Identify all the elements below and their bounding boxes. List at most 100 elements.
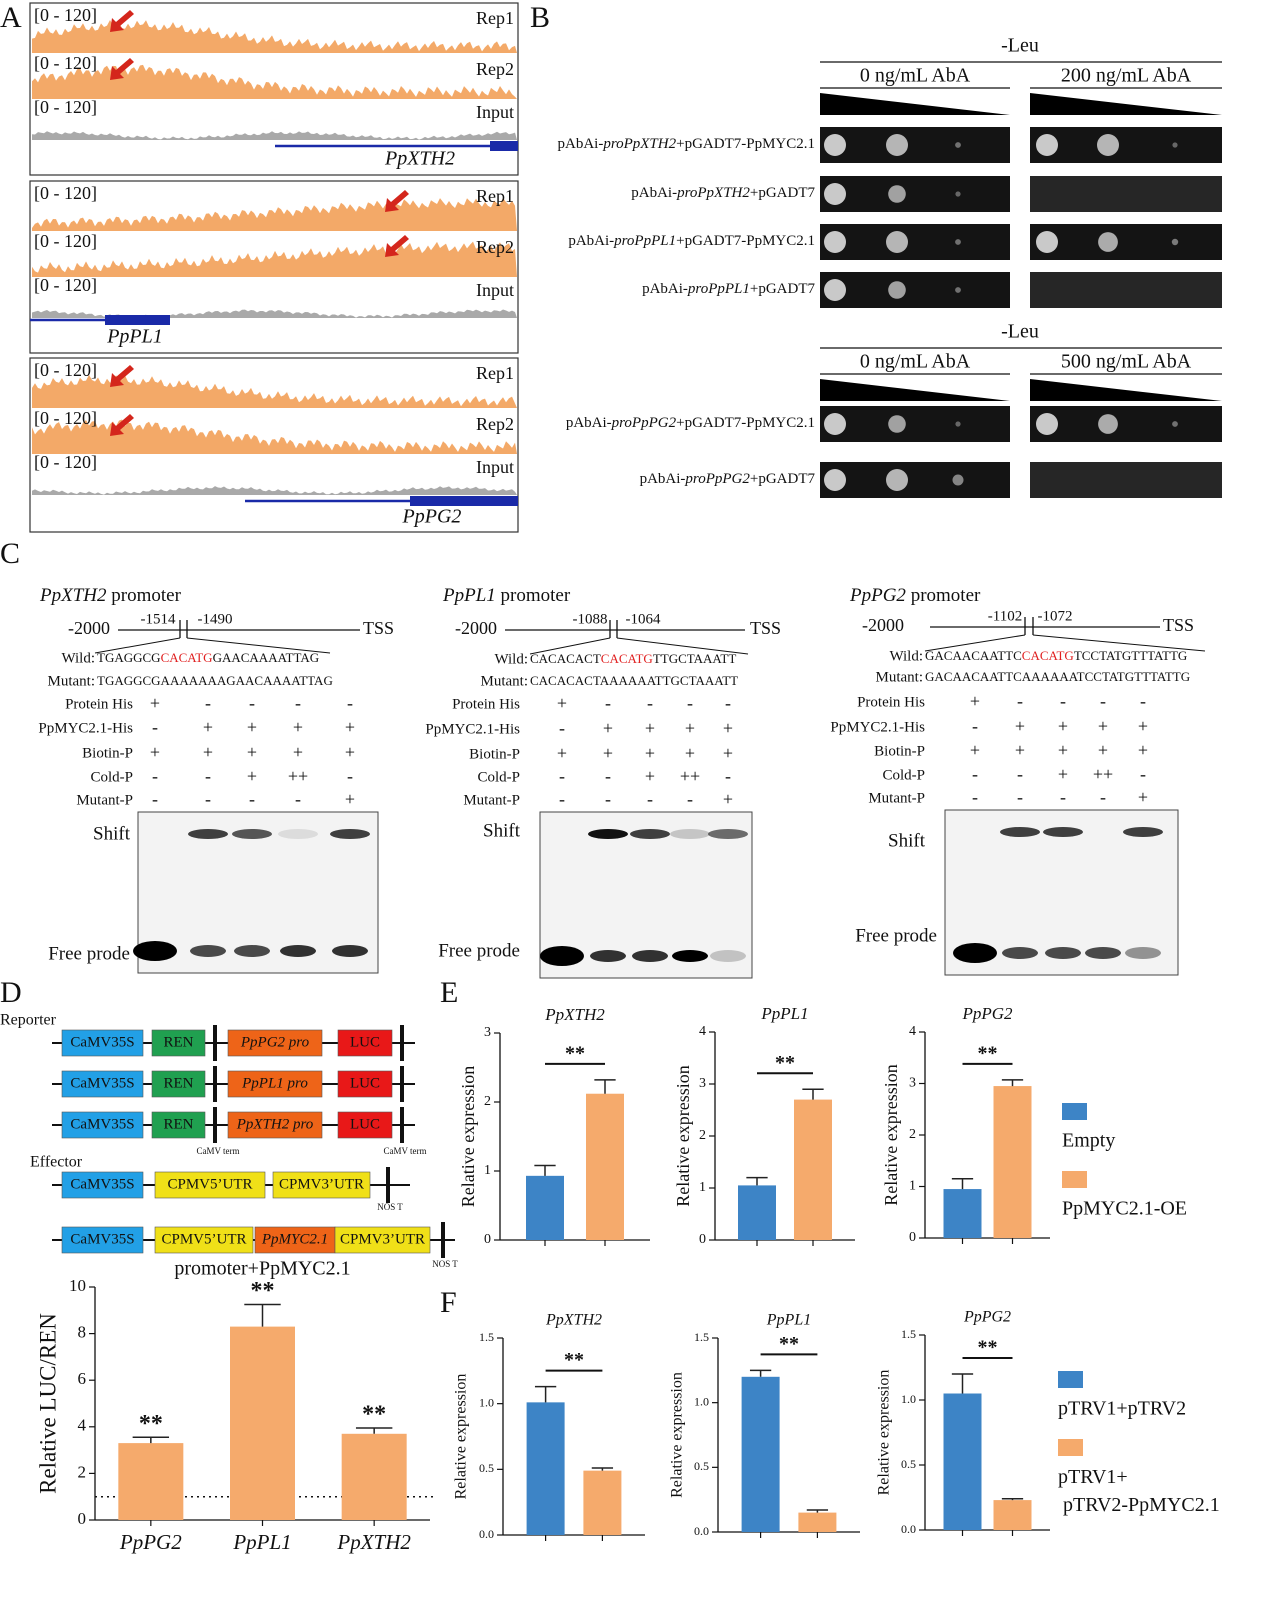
peak-arrow — [385, 235, 409, 257]
wild-label: Wild: — [61, 650, 95, 666]
peak-arrow — [110, 58, 134, 80]
terminator — [441, 1222, 445, 1258]
lane-condition: PpMYC2.1-His — [830, 719, 925, 735]
strain-part: pAbAi- — [640, 471, 686, 487]
free-band — [710, 950, 746, 962]
effector-label: Effector — [30, 1154, 83, 1171]
terminator-label: NOS T — [377, 1202, 403, 1212]
construct-part — [227, 1111, 323, 1139]
lane-mark: - — [1017, 691, 1023, 711]
position: -1102 — [988, 608, 1022, 624]
gene-name: PpPG2 — [849, 585, 906, 606]
lane-mark: + — [1098, 740, 1108, 760]
error-bar — [951, 1178, 974, 1190]
yeast-spot — [886, 231, 908, 253]
strain-label: pAbAi-proPpPG2+pGADT7 — [640, 471, 816, 487]
bar — [741, 1376, 780, 1532]
lane-mark: + — [603, 718, 613, 738]
y-tick-label: 0.0 — [694, 1524, 709, 1538]
lane-mark: ++ — [1093, 764, 1113, 784]
legend-swatch — [1062, 1103, 1087, 1120]
lane-mark: - — [152, 789, 158, 809]
terminator — [213, 1066, 217, 1102]
construct-text: PpXTH2 pro — [236, 1116, 314, 1132]
gene-name: PpPL1 — [106, 326, 163, 348]
peak-arrow — [385, 190, 409, 212]
lane-mark: + — [293, 717, 303, 737]
y-tick-label: 1.5 — [694, 1330, 709, 1344]
free-band — [1085, 947, 1121, 959]
strain-part: pAbAi- — [642, 281, 688, 297]
lane-mark: - — [205, 766, 211, 786]
yeast-plate — [1030, 224, 1222, 260]
free-band — [1125, 947, 1161, 959]
error-bar — [806, 1509, 829, 1513]
medium: -Leu — [1001, 321, 1039, 343]
legend-label: Empty — [1062, 1130, 1115, 1152]
lane-condition: Mutant-P — [868, 790, 925, 806]
free-band — [280, 945, 316, 957]
gene-name: PpPG2 — [402, 506, 462, 528]
sequence-part: TCCTATGTTTATTG — [1074, 648, 1187, 663]
track-range: [0 - 120] — [34, 231, 97, 251]
position: -2000 — [862, 615, 904, 635]
lane-mark: + — [1138, 716, 1148, 736]
sequence-part: CACATG — [601, 651, 653, 666]
construct-text: REN — [164, 1116, 194, 1132]
y-tick-label: 2 — [699, 1128, 706, 1143]
strain-part: proPpPL1 — [687, 281, 750, 297]
lane-condition: PpMYC2.1-His — [425, 721, 520, 737]
yeast-spot — [1172, 142, 1178, 148]
lane-mark: + — [345, 717, 355, 737]
y-tick-label: 0.5 — [901, 1457, 916, 1471]
panel-label: F — [440, 1286, 457, 1319]
track-name: Rep1 — [476, 186, 514, 206]
lane-mark: + — [1138, 787, 1148, 807]
free-label: Free prode — [855, 925, 937, 946]
legend-line: pTRV2-PpMYC2.1 — [1058, 1494, 1220, 1516]
strain-part: pAbAi- — [566, 415, 612, 431]
mutant-label: Mutant: — [481, 673, 529, 689]
shift-band — [630, 829, 670, 839]
tss: TSS — [1163, 615, 1194, 635]
construct-part — [337, 1029, 393, 1057]
promoter-title: PpPL1 promoter — [442, 585, 571, 606]
construct-part — [334, 1226, 431, 1254]
free-band — [1002, 947, 1038, 959]
lane-condition: Biotin-P — [82, 745, 133, 761]
lane-mark: + — [203, 742, 213, 762]
track-name: Rep1 — [476, 8, 514, 28]
terminator-label: CaMV term — [383, 1146, 426, 1156]
error-bar — [749, 1369, 772, 1377]
y-axis-label: Relative expression — [453, 1374, 470, 1500]
lane-mark: + — [1015, 716, 1025, 736]
lane-mark: - — [1060, 691, 1066, 711]
mutant-sequence: TGAGGCGAAAAAAAGAACAAAATTAG — [97, 673, 333, 688]
chip-signal — [32, 64, 517, 99]
sequence-part: CACATG — [1022, 648, 1074, 663]
track-name: Rep2 — [476, 237, 514, 257]
strain-part: +pGADT7-PpMYC2.1 — [676, 233, 815, 249]
legend-line: pTRV1+ — [1058, 1466, 1128, 1488]
free-band — [234, 945, 270, 957]
strain-part: proPpXTH2 — [602, 136, 676, 152]
title-suffix: promoter — [906, 585, 981, 606]
shift-band — [232, 829, 272, 839]
lane-mark: - — [1100, 691, 1106, 711]
wild-sequence: TGAGGCGCACATGGAACAAAATTAG — [97, 650, 319, 665]
strain-label: pAbAi-proPpXTH2+pGADT7-PpMYC2.1 — [558, 136, 816, 152]
y-tick-label: 0 — [78, 1509, 87, 1528]
free-band — [190, 945, 226, 957]
position: -1064 — [626, 611, 661, 627]
shift-label: Shift — [93, 823, 131, 844]
line — [186, 637, 331, 654]
y-tick-label: 3 — [699, 1076, 706, 1091]
bar — [583, 1470, 622, 1535]
bar — [943, 1189, 982, 1238]
construct-text: PpMYC2.1 — [261, 1231, 328, 1247]
lane-condition: Biotin-P — [874, 743, 925, 759]
lane-mark: + — [723, 789, 733, 809]
yeast-spot — [1172, 421, 1178, 427]
bar — [526, 1175, 564, 1240]
